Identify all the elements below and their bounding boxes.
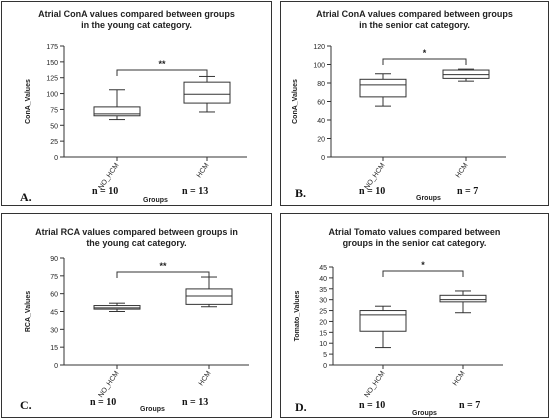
y-tick-label: 20 [319,319,327,326]
n-label-no-hcm: n = 10 [92,186,119,197]
y-axis-title: ConA_Values [25,79,32,124]
chart-title-line2: in the young cat category. [81,20,192,30]
panel-a: Atrial ConA values compared between grou… [1,1,272,206]
box-iqr [93,305,141,310]
chart-title-line2: the young cat category. [86,238,187,248]
y-tick-label: 75 [50,107,58,114]
y-tick-label: 10 [319,341,327,348]
significance-bracket [382,58,467,65]
panel-c: Atrial RCA values compared between group… [1,213,272,418]
y-tick-label: 50 [50,123,58,130]
significance-bracket [116,271,210,278]
box-iqr [93,106,141,117]
chart-title-line1: Atrial ConA values compared between grou… [38,9,235,19]
y-tick-label: 0 [323,363,327,370]
significance-label: * [421,260,425,270]
y-tick-label: 25 [50,139,58,146]
category-label: NO_HCM [363,370,386,399]
y-tick-label: 120 [313,44,325,51]
y-tick-label: 60 [317,100,325,107]
y-axis-title: Tomato_Values [294,290,301,341]
category-label: HCM [196,162,211,179]
y-tick-label: 30 [50,327,58,334]
panel-d: Atrial Tomato values compared between gr… [280,213,549,418]
category-label: HCM [455,162,470,179]
panel-label: B. [295,186,307,200]
significance-bracket [116,69,208,76]
x-axis-title: Groups [416,195,441,202]
x-axis-title: Groups [412,410,437,417]
significance-label: * [423,48,427,58]
n-label-no-hcm: n = 10 [359,400,386,411]
panel-label: A. [20,190,32,204]
y-tick-label: 45 [50,310,58,317]
box-iqr [183,81,231,104]
y-tick-label: 40 [317,118,325,125]
n-label-no-hcm: n = 10 [359,186,386,197]
y-tick-label: 40 [319,276,327,283]
category-label: NO_HCM [97,370,120,399]
category-label: HCM [452,370,467,387]
y-tick-label: 20 [317,137,325,144]
y-tick-label: 15 [319,330,327,337]
chart-title-line2: groups in the senior cat category. [342,238,487,248]
y-tick-label: 75 [50,274,58,281]
plot-c: 0 15 30 45 60 75 90 RCA_Values NO_HCM HCM ** [25,256,249,399]
y-tick-label: 0 [321,155,325,162]
panel-b: Atrial ConA values compared between grou… [280,1,549,206]
y-tick-label: 175 [46,44,58,51]
y-tick-label: 100 [46,92,58,99]
significance-bracket [382,270,464,277]
box-iqr [359,310,407,332]
box-iqr [185,288,233,305]
y-tick-label: 90 [50,256,58,263]
y-tick-label: 5 [323,352,327,359]
chart-title-line1: Atrial ConA values compared between grou… [316,9,513,19]
significance-label: ** [159,261,167,271]
n-label-hcm: n = 7 [459,400,481,411]
x-axis-title: Groups [143,197,168,204]
n-label-hcm: n = 7 [457,186,479,197]
y-tick-label: 15 [50,345,58,352]
x-axis-title: Groups [140,406,165,413]
y-axis-title: ConA_Values [292,79,299,124]
panel-label: C. [20,398,32,412]
y-tick-label: 80 [317,81,325,88]
box-iqr [359,78,407,98]
category-label: HCM [198,370,213,387]
chart-title-line1: Atrial Tomato values compared between [328,227,501,237]
y-tick-label: 25 [319,309,327,316]
significance-label: ** [158,59,166,69]
chart-title-line1: Atrial RCA values compared between group… [35,227,238,237]
box-iqr [439,294,487,303]
y-tick-label: 150 [46,60,58,67]
panel-label: D. [295,400,307,414]
y-axis-title: RCA_Values [25,291,32,332]
y-tick-label: 0 [54,363,58,370]
y-tick-label: 125 [46,76,58,83]
y-tick-label: 100 [313,63,325,70]
y-tick-label: 60 [50,292,58,299]
y-tick-label: 30 [319,298,327,305]
n-label-hcm: n = 13 [182,397,209,408]
y-tick-label: 0 [54,155,58,162]
chart-title-line2: in the senior cat category. [359,20,470,30]
y-tick-label: 45 [319,265,327,272]
plot-d: 0 5 10 15 20 25 30 35 40 45 Tomato_Values NO_HCM HCM… [294,260,503,399]
y-tick-label: 35 [319,287,327,294]
n-label-hcm: n = 13 [182,186,209,197]
n-label-no-hcm: n = 10 [90,397,117,408]
